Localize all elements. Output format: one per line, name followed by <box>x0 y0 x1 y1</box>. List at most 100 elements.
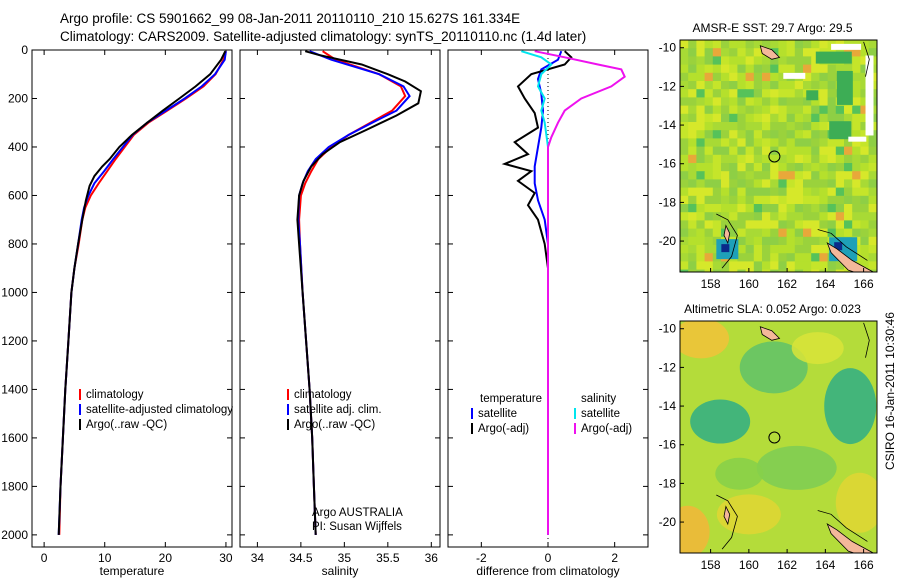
sst-cell <box>753 130 763 139</box>
sst-cell <box>852 204 861 213</box>
sst-cell <box>721 105 730 115</box>
legend-label: satellite adj. clim. <box>294 404 382 416</box>
sst-cell <box>803 48 812 57</box>
sst-cell <box>688 269 697 272</box>
bathymetry-contour <box>863 41 870 77</box>
sst-cell <box>835 113 845 123</box>
sst-cell <box>729 105 738 115</box>
sst-cell <box>688 130 697 139</box>
sst-cell <box>794 261 804 271</box>
sst-cell <box>704 105 714 115</box>
sst-cell <box>688 56 697 66</box>
sst-coastal-dark <box>834 242 843 251</box>
sst-cell <box>835 171 845 180</box>
sst-cell <box>688 236 697 246</box>
sst-cell <box>803 122 812 131</box>
sst-cell <box>860 154 870 164</box>
sst-cell <box>729 81 738 90</box>
sst-cell <box>876 187 877 197</box>
sst-cell <box>876 122 877 131</box>
sst-cell <box>811 245 820 254</box>
sst-cell <box>680 261 689 271</box>
sst-cell <box>860 113 870 123</box>
sst-cell <box>811 48 820 57</box>
sst-cell <box>794 97 804 107</box>
lat-tick-label: -18 <box>659 476 677 490</box>
sst-cell <box>794 56 804 66</box>
sst-cell <box>688 212 697 221</box>
sst-cell <box>737 204 747 213</box>
sst-cell <box>868 228 877 238</box>
plot-frame <box>239 49 441 548</box>
sst-cell <box>762 171 771 180</box>
sla-anomaly-blob <box>716 494 781 535</box>
sst-cell <box>721 122 730 131</box>
sst-cell <box>696 138 706 148</box>
sst-cell <box>794 105 804 115</box>
legend-label: climatology <box>294 389 352 401</box>
sst-cell <box>688 163 697 172</box>
sst-cell <box>721 212 730 221</box>
sst-cell <box>852 146 861 156</box>
sst-cell <box>803 130 812 139</box>
sst-cell <box>770 130 779 139</box>
sst-cell <box>827 261 837 271</box>
sst-cell <box>688 97 697 107</box>
sst-cell <box>811 64 820 74</box>
sst-cell <box>778 212 788 221</box>
sst-cell <box>876 146 877 156</box>
sst-cell <box>680 269 689 272</box>
sst-cell <box>835 163 845 172</box>
x-tick-label: 35.5 <box>376 551 400 565</box>
y-tick-label: 2000 <box>1 528 28 542</box>
sst-cell <box>770 72 779 82</box>
sst-cell <box>860 97 870 107</box>
sst-cell <box>835 204 845 213</box>
sst-cell <box>712 187 722 197</box>
sst-cell <box>835 187 845 197</box>
sst-cell <box>737 154 747 164</box>
sst-cell <box>770 253 779 262</box>
sst-cell <box>786 204 796 213</box>
sst-cell <box>852 89 861 98</box>
sst-cell <box>762 122 771 131</box>
sst-cell <box>786 64 796 74</box>
sst-cell <box>680 105 689 115</box>
sst-cell <box>737 195 747 205</box>
sst-cell <box>876 261 877 271</box>
sst-cell <box>729 269 738 272</box>
sst-cell <box>852 228 861 238</box>
sst-cool-patch <box>836 70 853 105</box>
sst-cell <box>696 48 706 57</box>
sst-cell <box>753 171 763 180</box>
legend-label: Argo(..raw -QC) <box>294 419 375 431</box>
sst-cell <box>729 195 738 205</box>
sst-cell <box>811 269 820 272</box>
sst-cell <box>696 154 706 164</box>
sst-cell <box>876 154 877 164</box>
plot-frame <box>31 49 233 548</box>
sst-cell <box>721 187 730 197</box>
sst-cell <box>778 179 788 189</box>
sst-cell <box>712 195 722 205</box>
sst-cell <box>844 113 853 123</box>
sst-cell <box>819 97 829 107</box>
sst-cell <box>712 269 722 272</box>
sst-cell <box>696 228 706 238</box>
sst-cell <box>729 163 738 172</box>
sst-cell <box>721 269 730 272</box>
sst-cell <box>770 204 779 213</box>
sst-cell <box>762 64 771 74</box>
sst-cell <box>778 195 788 205</box>
sst-cell <box>688 64 697 74</box>
sst-cell <box>819 253 829 262</box>
sst-cell <box>860 130 870 139</box>
sst-cell <box>868 261 877 271</box>
sst-cell <box>680 179 689 189</box>
sst-cell <box>770 212 779 221</box>
sst-cell <box>876 220 877 230</box>
sst-cell <box>786 171 796 180</box>
sst-cell <box>737 97 747 107</box>
sst-cell <box>770 236 779 246</box>
sst-cell <box>844 138 853 148</box>
